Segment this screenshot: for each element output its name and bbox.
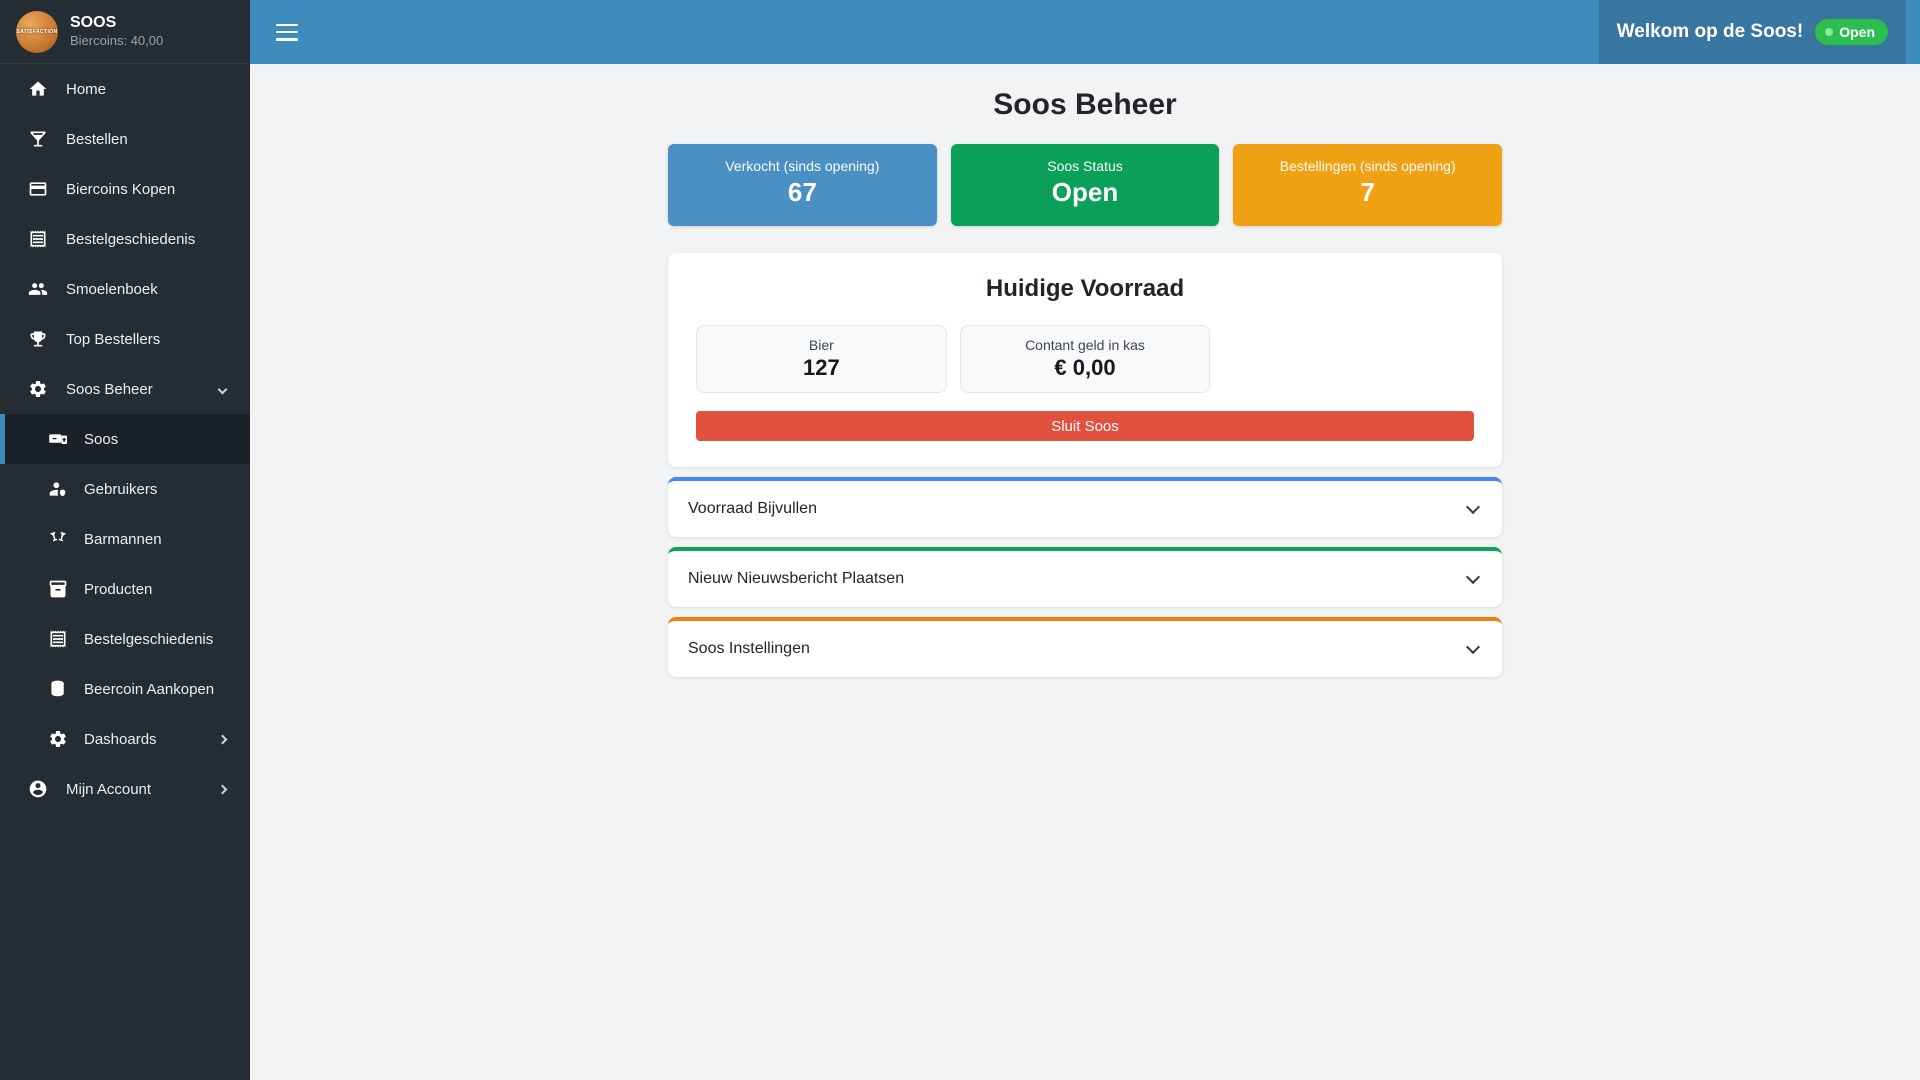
trophy-icon	[28, 329, 48, 349]
avatar: SATISFACTION	[16, 10, 58, 53]
sidebar-item-label: Soos Beheer	[66, 380, 153, 398]
stock-label: Contant geld in kas	[1025, 337, 1145, 353]
sidebar-item-producten[interactable]: Producten	[0, 564, 250, 614]
stat-card-soos-status: Soos Status Open	[950, 144, 1220, 226]
stock-box-contant-geld: Contant geld in kas € 0,00	[959, 325, 1211, 393]
box-icon	[48, 579, 68, 599]
stock-label: Bier	[808, 337, 834, 353]
sidebar-item-bestelgeschiedenis[interactable]: Bestelgeschiedenis	[0, 214, 250, 264]
sidebar-header: SATISFACTION SOOS Biercoins: 40,00	[0, 0, 250, 64]
sidebar-item-bestellen[interactable]: Bestellen	[0, 114, 250, 164]
stock-box-bier: Bier 127	[696, 325, 947, 393]
sidebar-item-home[interactable]: Home	[0, 64, 250, 114]
credit-card-icon	[28, 179, 48, 199]
stat-value: Open	[1051, 177, 1119, 207]
status-badge-label: Open	[1839, 24, 1875, 40]
sidebar-item-top-bestellers[interactable]: Top Bestellers	[0, 314, 250, 364]
sidebar-item-biercoins-kopen[interactable]: Biercoins Kopen	[0, 164, 250, 214]
page-title: Soos Beheer	[993, 88, 1177, 121]
stats-row: Verkocht (sinds opening) 67 Soos Status …	[668, 144, 1503, 226]
sidebar-item-smoelenboek[interactable]: Smoelenboek	[0, 264, 250, 314]
chevron-down-icon	[1465, 499, 1481, 514]
sidebar-item-bestelgeschiedenis-beheer[interactable]: Bestelgeschiedenis	[0, 614, 250, 664]
sidebar-item-soos-beheer[interactable]: Soos Beheer	[0, 364, 250, 414]
chevron-down-icon	[1465, 639, 1481, 654]
sidebar-item-label: Top Bestellers	[66, 330, 161, 348]
receipt-icon	[48, 629, 68, 649]
stat-label: Bestellingen (sinds opening)	[1279, 158, 1456, 174]
coins-icon	[48, 679, 68, 699]
cocktail-icon	[28, 129, 48, 149]
accordion-soos-instellingen[interactable]: Soos Instellingen	[668, 617, 1502, 677]
sidebar-item-label: Bestelgeschiedenis	[66, 230, 196, 248]
sidebar-item-label: Producten	[84, 580, 153, 598]
sidebar-item-label: Soos	[84, 430, 119, 448]
sidebar-item-label: Home	[66, 80, 107, 98]
gear-icon	[48, 729, 68, 749]
stat-card-verkocht: Verkocht (sinds opening) 67	[668, 144, 937, 226]
welcome-box: Welkom op de Soos! Open	[1598, 0, 1906, 64]
content-area: Soos Beheer Verkocht (sinds opening) 67 …	[250, 64, 1920, 1080]
top-bar: Welkom op de Soos! Open	[250, 0, 1920, 64]
brand-block: SOOS Biercoins: 40,00	[70, 13, 163, 50]
hamburger-menu-icon[interactable]	[276, 23, 298, 41]
sidebar-item-gebruikers[interactable]: Gebruikers	[0, 464, 250, 514]
sidebar-item-label: Gebruikers	[84, 480, 158, 498]
stock-value: 127	[802, 355, 840, 380]
sidebar-nav: Home Bestellen Biercoins Kopen Bestelges…	[0, 64, 250, 814]
sidebar-item-label: Bestellen	[66, 130, 128, 148]
gear-icon	[28, 379, 48, 399]
sidebar-item-soos[interactable]: Soos	[0, 414, 250, 464]
status-dot-icon	[1825, 28, 1834, 36]
avatar-logo-text: SATISFACTION	[16, 28, 58, 35]
cash-register-icon	[48, 429, 68, 449]
sidebar-item-label: Bestelgeschiedenis	[84, 630, 214, 648]
main-column: Welkom op de Soos! Open Soos Beheer Verk…	[250, 0, 1920, 1080]
stock-grid: Bier 127 Contant geld in kas € 0,00	[696, 325, 1474, 393]
stat-value: 67	[787, 177, 817, 207]
status-badge: Open	[1815, 19, 1888, 45]
chevron-right-icon	[217, 784, 228, 794]
accordion-label: Nieuw Nieuwsbericht Plaatsen	[688, 570, 905, 587]
stat-card-bestellingen: Bestellingen (sinds opening) 7	[1233, 144, 1503, 226]
sidebar-item-barmannen[interactable]: Barmannen	[0, 514, 250, 564]
app-title: SOOS	[70, 14, 117, 32]
sidebar-item-label: Smoelenboek	[66, 280, 158, 298]
voorraad-title: Huidige Voorraad	[985, 275, 1185, 302]
user-shield-icon	[48, 479, 68, 499]
accordion-voorraad-bijvullen[interactable]: Voorraad Bijvullen	[668, 477, 1502, 537]
sidebar-item-beercoin-aankopen[interactable]: Beercoin Aankopen	[0, 664, 250, 714]
sidebar-item-label: Dashoards	[84, 730, 157, 748]
home-icon	[28, 79, 48, 99]
chevron-right-icon	[217, 734, 228, 744]
accordion-label: Soos Instellingen	[688, 640, 810, 657]
receipt-icon	[28, 229, 48, 249]
stat-value: 7	[1360, 177, 1375, 207]
sidebar-item-dashoards[interactable]: Dashoards	[0, 714, 250, 764]
people-icon	[28, 279, 48, 299]
accordion-label: Voorraad Bijvullen	[688, 500, 817, 517]
sidebar-item-label: Barmannen	[84, 530, 162, 548]
cheers-icon	[48, 529, 68, 549]
stat-label: Soos Status	[1047, 158, 1123, 174]
chevron-down-icon	[217, 384, 228, 394]
biercoins-balance: Biercoins: 40,00	[70, 33, 164, 49]
voorraad-card: Huidige Voorraad Bier 127 Contant geld i…	[668, 253, 1502, 467]
account-circle-icon	[28, 779, 48, 799]
welcome-text: Welkom op de Soos!	[1616, 21, 1804, 42]
sidebar: SATISFACTION SOOS Biercoins: 40,00 Home …	[0, 0, 250, 1080]
sidebar-item-mijn-account[interactable]: Mijn Account	[0, 764, 250, 814]
chevron-down-icon	[1465, 569, 1481, 584]
sidebar-item-label: Mijn Account	[66, 780, 152, 798]
accordion-nieuw-nieuwsbericht[interactable]: Nieuw Nieuwsbericht Plaatsen	[668, 547, 1502, 607]
sidebar-item-label: Beercoin Aankopen	[84, 680, 215, 698]
stock-value: € 0,00	[1054, 355, 1116, 380]
sidebar-item-label: Biercoins Kopen	[66, 180, 176, 198]
stat-label: Verkocht (sinds opening)	[725, 158, 880, 174]
sluit-soos-button[interactable]: Sluit Soos	[696, 411, 1474, 441]
